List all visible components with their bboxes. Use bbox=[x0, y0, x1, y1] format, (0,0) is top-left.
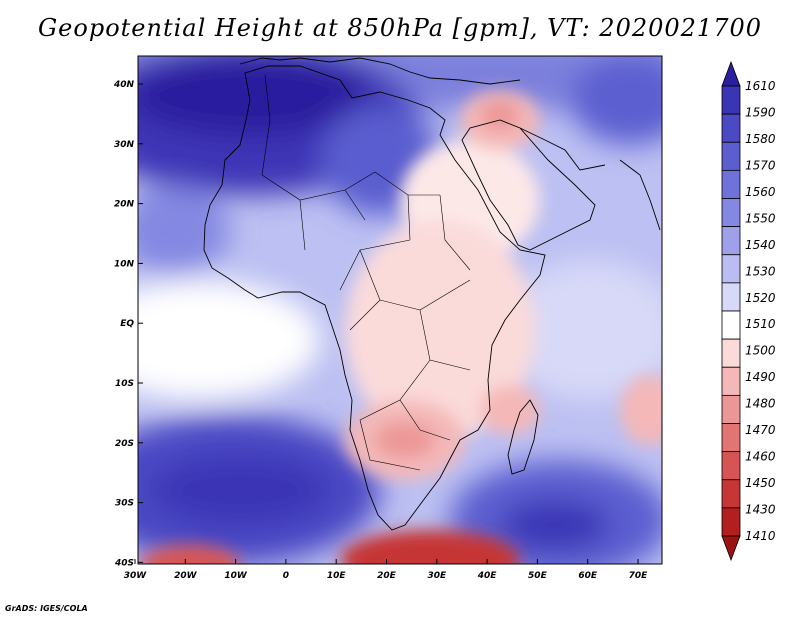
field-equatorial-atlantic bbox=[138, 280, 320, 400]
arabia-outline bbox=[461, 119, 596, 251]
colorbar-label: 1610 bbox=[745, 79, 776, 93]
lon-tick-label: 40E bbox=[477, 571, 498, 581]
colorbar-label: 1490 bbox=[745, 370, 776, 384]
colorbar-label: 1540 bbox=[745, 238, 776, 252]
field-asia-high bbox=[570, 56, 662, 145]
field-atlantic-north bbox=[138, 185, 230, 275]
lon-tick-label: 70E bbox=[629, 571, 649, 581]
colorbar-label: 1590 bbox=[745, 105, 776, 119]
field-south-atlantic-core bbox=[150, 455, 330, 525]
lat-tick-label: 30N bbox=[114, 140, 135, 150]
colorbar-swatch bbox=[721, 113, 741, 143]
field-central-africa-low bbox=[345, 220, 535, 440]
lat-tick-label: 20N bbox=[114, 200, 135, 210]
field-indian-low bbox=[620, 375, 662, 445]
lat-tick-label: 40N bbox=[113, 80, 135, 90]
colorbar-label: 1430 bbox=[745, 503, 776, 517]
lon-tick-label: 10W bbox=[224, 571, 248, 581]
lon-tick-label: 30W bbox=[124, 571, 148, 581]
field-sahara-core bbox=[138, 56, 370, 135]
india-coast bbox=[619, 159, 661, 231]
colorbar-swatch bbox=[721, 394, 741, 424]
colorbar-swatch bbox=[721, 479, 741, 509]
field-south-indian-core bbox=[500, 500, 610, 550]
colorbar-label: 1480 bbox=[745, 397, 776, 411]
colorbar-label: 1450 bbox=[745, 476, 776, 490]
colorbar-swatch bbox=[721, 451, 741, 481]
lat-tick-label: 10N bbox=[114, 259, 135, 269]
field-southern-ocean-low-west bbox=[140, 545, 240, 564]
colorbar-top-triangle bbox=[721, 60, 741, 87]
gulf-coast bbox=[519, 127, 606, 171]
field-southern-africa-core bbox=[375, 422, 435, 458]
country-borders bbox=[261, 74, 471, 471]
height-field bbox=[138, 56, 662, 564]
africa-outline bbox=[203, 65, 546, 531]
lon-tick-label: 60E bbox=[578, 571, 598, 581]
colorbar-swatch bbox=[721, 507, 741, 537]
map-frame bbox=[137, 55, 663, 565]
colorbar-swatch bbox=[721, 282, 741, 312]
coastlines bbox=[203, 57, 661, 531]
lat-tick-label: 20S bbox=[115, 439, 134, 449]
colorbar-label: 1470 bbox=[745, 423, 776, 437]
field-southern-ocean-low-east bbox=[340, 530, 520, 564]
lon-tick-label: 10E bbox=[327, 571, 347, 581]
colorbar-label: 1500 bbox=[745, 344, 776, 358]
europe-coast bbox=[239, 57, 521, 85]
colorbar-swatch bbox=[721, 423, 741, 453]
colorbar-label: 1580 bbox=[745, 132, 776, 146]
border-lines bbox=[261, 74, 471, 471]
lon-tick-label: 30E bbox=[427, 571, 447, 581]
colorbar-label: 1410 bbox=[745, 529, 776, 543]
lat-tick-label: 10S bbox=[115, 379, 134, 389]
lon-tick-label: 20E bbox=[377, 571, 397, 581]
colorbar-swatch bbox=[721, 198, 741, 228]
lon-tick-label: 20W bbox=[174, 571, 198, 581]
colorbar-label: 1570 bbox=[745, 158, 776, 172]
lat-tick-label: 40S bbox=[114, 558, 134, 568]
field-mozambique-low bbox=[480, 385, 540, 435]
lat-tick-label: EQ bbox=[120, 319, 134, 329]
lat-tick-label: 30S bbox=[115, 499, 134, 509]
colorbar-swatch bbox=[721, 310, 741, 340]
madagascar-outline bbox=[507, 399, 539, 475]
colorbar-swatch bbox=[721, 254, 741, 284]
colorbar-swatch bbox=[721, 85, 741, 115]
grads-credit: GrADS: IGES/COLA bbox=[5, 604, 88, 613]
colorbar-label: 1460 bbox=[745, 450, 776, 464]
colorbar-label: 1530 bbox=[745, 264, 776, 278]
longitude-axis: 30W 20W 10W 0 10E 20E 30E 40E 50E 60E 70E bbox=[124, 559, 648, 581]
latitude-axis: 40N 30N 20N 10N EQ 10S 20S 30S 40S bbox=[113, 80, 143, 568]
colorbar-swatch bbox=[721, 141, 741, 171]
colorbar-label: 1550 bbox=[745, 211, 776, 225]
colorbar: 1610 1590 1580 1570 1560 1550 1540 1530 1520 1510… bbox=[721, 60, 776, 562]
colorbar-swatch bbox=[721, 366, 741, 396]
colorbar-label: 1510 bbox=[745, 317, 776, 331]
colorbar-swatch bbox=[721, 338, 741, 368]
field-equatorial-indian bbox=[500, 260, 662, 400]
colorbar-swatch bbox=[721, 169, 741, 199]
map-title: Geopotential Height at 850hPa [gpm], VT:… bbox=[38, 14, 762, 42]
colorbar-label: 1560 bbox=[745, 185, 776, 199]
colorbar-swatch bbox=[721, 226, 741, 256]
colorbar-label: 1520 bbox=[745, 291, 776, 305]
lon-tick-label: 0 bbox=[283, 571, 289, 581]
lon-tick-label: 50E bbox=[528, 571, 548, 581]
colorbar-bottom-triangle bbox=[721, 535, 741, 562]
